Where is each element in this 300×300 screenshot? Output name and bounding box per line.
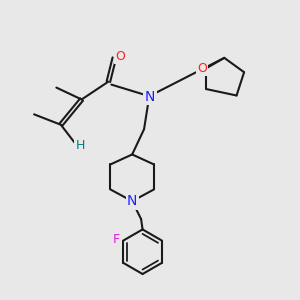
Text: O: O — [115, 50, 125, 63]
Text: O: O — [197, 62, 207, 75]
Text: N: N — [127, 194, 137, 208]
Text: H: H — [76, 139, 85, 152]
Text: N: N — [145, 89, 155, 103]
Text: F: F — [113, 232, 120, 246]
